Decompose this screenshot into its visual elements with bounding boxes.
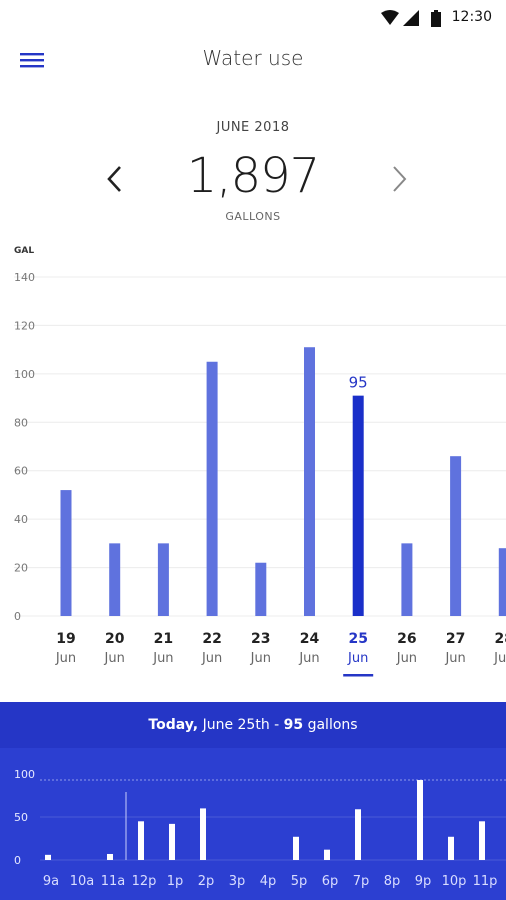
y-tick-label: 120 bbox=[14, 319, 35, 332]
x-tick-label: 1p bbox=[167, 874, 184, 889]
signal-icon bbox=[403, 10, 419, 26]
battery-icon bbox=[431, 10, 441, 27]
bar-23 bbox=[255, 562, 267, 616]
total-gallons: 1,897 bbox=[186, 148, 320, 204]
x-tick-day: 25 bbox=[348, 631, 367, 647]
y-tick-label: 100 bbox=[14, 368, 35, 381]
today-header: Today, June 25th - 95 gallons bbox=[0, 702, 506, 748]
daily-usage-chart: GAL 0 20 40 60 80 100 120 140 19 Jun 20 Jun 21 Jun 22 Ju… bbox=[0, 240, 506, 680]
y-axis-label: GAL bbox=[14, 246, 34, 256]
y-tick-label: 80 bbox=[14, 416, 28, 429]
bar-27 bbox=[450, 456, 462, 616]
x-tick-month: Jun bbox=[396, 651, 417, 666]
x-tick-month: Jun bbox=[152, 651, 173, 666]
x-tick-day: 23 bbox=[251, 631, 270, 647]
bar-9a bbox=[45, 854, 51, 860]
x-tick-month: Jun bbox=[250, 651, 271, 666]
x-tick-label: 12p bbox=[132, 874, 157, 889]
bar-10p bbox=[448, 836, 454, 860]
bar-12p bbox=[138, 821, 144, 860]
x-tick-label: 4p bbox=[260, 874, 277, 889]
bar-5p bbox=[293, 836, 299, 860]
bar-24 bbox=[304, 347, 315, 616]
bar-25 bbox=[352, 395, 364, 616]
bar-2p bbox=[200, 808, 206, 860]
y-tick-label: 100 bbox=[14, 768, 35, 781]
bar-11p bbox=[479, 821, 485, 860]
y-tick-label: 40 bbox=[14, 513, 28, 526]
y-tick-label: 140 bbox=[14, 271, 35, 284]
bar-20 bbox=[109, 543, 121, 616]
x-tick-month: Jun bbox=[104, 651, 125, 666]
bar-11a bbox=[107, 853, 113, 860]
bar-9p bbox=[417, 780, 423, 860]
x-tick-label: 11p bbox=[473, 874, 498, 889]
x-tick-label: 2p bbox=[198, 874, 215, 889]
x-tick-label: 5p bbox=[291, 874, 308, 889]
daily-chart-svg: GAL 0 20 40 60 80 100 120 140 19 Jun 20 Jun 21 Jun 22 Ju… bbox=[14, 246, 506, 677]
y-tick-label: 20 bbox=[14, 562, 28, 575]
x-tick-label: 11a bbox=[101, 874, 126, 889]
x-tick-month: Jun bbox=[444, 651, 465, 666]
bar-7p bbox=[355, 809, 361, 860]
y-tick-label: 60 bbox=[14, 465, 28, 478]
bar-19 bbox=[60, 490, 72, 616]
today-value: 95 bbox=[283, 717, 304, 733]
today-date: June 25th - bbox=[198, 717, 284, 733]
total-unit: GALLONS bbox=[225, 210, 281, 223]
x-tick-day: 27 bbox=[446, 631, 465, 647]
chevron-left-icon[interactable] bbox=[100, 162, 130, 196]
x-tick-day: 20 bbox=[105, 631, 125, 647]
x-tick-label: 10p bbox=[442, 874, 467, 889]
x-tick-label: 6p bbox=[322, 874, 339, 889]
x-tick-month: Jun bbox=[298, 651, 319, 666]
bar-21 bbox=[157, 543, 169, 616]
bar-26 bbox=[401, 543, 413, 616]
hourly-chart-svg: 0 50 100 9a 10a 11a 12p 1p 2p 3p 4p 5p 6p 7p 8p 9p 10p 11… bbox=[14, 768, 506, 889]
today-panel: Today, June 25th - 95 gallons 0 50 100 9a 10… bbox=[0, 702, 506, 900]
status-bar: 12:30 bbox=[0, 0, 506, 36]
x-tick-month: Jun bbox=[55, 651, 76, 666]
today-prefix: Today, bbox=[148, 717, 199, 733]
x-tick-label: 3p bbox=[229, 874, 246, 889]
hamburger-menu-icon[interactable] bbox=[18, 48, 46, 72]
app-bar: Water use bbox=[0, 36, 506, 84]
x-tick-day: 28 bbox=[495, 631, 506, 647]
y-tick-label: 0 bbox=[14, 610, 21, 623]
x-tick-day: 26 bbox=[397, 631, 416, 647]
x-tick-label: 9p bbox=[415, 874, 432, 889]
page-title: Water use bbox=[202, 46, 304, 70]
x-tick-label: 10a bbox=[70, 874, 95, 889]
x-tick-month: Jun bbox=[201, 651, 222, 666]
bar-28 bbox=[498, 548, 506, 616]
y-tick-label: 0 bbox=[14, 854, 21, 867]
x-tick-day: 22 bbox=[202, 631, 221, 647]
x-tick-month: Jun bbox=[347, 651, 368, 666]
selected-bar-label: 95 bbox=[349, 374, 368, 392]
chevron-right-icon[interactable] bbox=[384, 162, 414, 196]
selected-day-underline bbox=[343, 674, 374, 677]
x-tick-day: 19 bbox=[56, 631, 75, 647]
x-tick-month: Jun bbox=[493, 651, 506, 666]
today-suffix: gallons bbox=[303, 717, 358, 733]
x-tick-label: 7p bbox=[353, 874, 370, 889]
x-tick-day: 24 bbox=[300, 631, 320, 647]
month-label: JUNE 2018 bbox=[216, 120, 290, 135]
x-tick-label: 9a bbox=[43, 874, 59, 889]
x-tick-label: 8p bbox=[384, 874, 401, 889]
y-tick-label: 50 bbox=[14, 811, 28, 824]
status-time: 12:30 bbox=[451, 9, 492, 25]
bar-22 bbox=[206, 361, 218, 616]
wifi-icon bbox=[381, 10, 399, 25]
bar-6p bbox=[324, 849, 330, 860]
bar-1p bbox=[169, 823, 175, 860]
x-tick-day: 21 bbox=[154, 631, 173, 647]
